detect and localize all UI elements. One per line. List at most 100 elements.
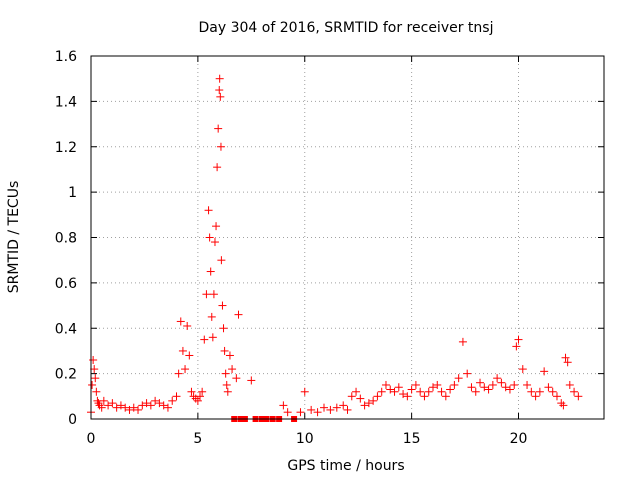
data-point	[386, 385, 395, 394]
chart-title: Day 304 of 2016, SRMTID for receiver tns…	[199, 20, 494, 36]
data-point	[343, 405, 352, 414]
data-point	[183, 321, 192, 330]
data-point	[497, 378, 506, 387]
data-point	[134, 405, 143, 414]
data-point	[458, 337, 467, 346]
data-point	[446, 385, 455, 394]
data-point	[92, 387, 101, 396]
data-point	[454, 374, 463, 383]
data-point	[214, 124, 223, 133]
data-point	[561, 353, 570, 362]
data-point	[463, 369, 472, 378]
data-point	[283, 408, 292, 417]
data-point	[146, 401, 155, 410]
data-point	[512, 342, 521, 351]
data-point	[218, 301, 227, 310]
y-tick-label: 0.4	[55, 321, 77, 337]
data-point	[403, 392, 412, 401]
data-point	[369, 396, 378, 405]
data-point	[574, 392, 583, 401]
data-point	[535, 387, 544, 396]
data-point	[296, 408, 305, 417]
data-point	[219, 324, 228, 333]
data-point	[234, 310, 243, 319]
data-point	[339, 401, 348, 410]
data-point	[441, 392, 450, 401]
data-point	[104, 401, 113, 410]
data-point	[548, 387, 557, 396]
data-point	[151, 396, 160, 405]
data-point	[129, 403, 138, 412]
plot-area-frame	[90, 55, 605, 420]
data-point	[399, 390, 408, 399]
data-point	[228, 365, 237, 374]
data-point	[527, 387, 536, 396]
data-point	[95, 401, 104, 410]
y-axis-label: SRMTID / TECUs	[6, 181, 22, 294]
data-point	[565, 380, 574, 389]
data-point	[373, 392, 382, 401]
x-tick-label: 0	[87, 431, 96, 447]
data-point	[155, 399, 164, 408]
data-point	[205, 233, 214, 242]
x-tick-label: 5	[193, 431, 202, 447]
data-point	[531, 392, 540, 401]
data-point	[108, 399, 117, 408]
data-point	[198, 387, 207, 396]
data-point	[222, 380, 231, 389]
data-point	[407, 385, 416, 394]
data-point	[557, 399, 566, 408]
x-axis-label: GPS time / hours	[287, 458, 404, 474]
data-point	[97, 403, 106, 412]
data-point	[193, 396, 202, 405]
y-tick-label: 0.2	[55, 367, 77, 383]
data-point	[279, 401, 288, 410]
data-point	[552, 392, 561, 401]
data-point	[200, 335, 209, 344]
data-point	[223, 387, 232, 396]
data-point	[544, 383, 553, 392]
data-point	[89, 356, 98, 365]
data-point	[394, 383, 403, 392]
data-point	[514, 335, 523, 344]
y-tick-label: 1.2	[55, 140, 77, 156]
data-point	[215, 86, 224, 95]
data-point	[215, 74, 224, 83]
data-point	[213, 163, 222, 172]
data-point	[208, 333, 217, 342]
data-point	[450, 380, 459, 389]
data-point	[187, 387, 196, 396]
data-point	[326, 405, 335, 414]
data-point	[185, 351, 194, 360]
data-point	[90, 365, 99, 374]
data-point	[471, 387, 480, 396]
data-point	[207, 312, 216, 321]
data-point	[480, 383, 489, 392]
data-point	[563, 358, 572, 367]
data-point	[168, 396, 177, 405]
data-point	[429, 383, 437, 392]
data-point	[476, 378, 485, 387]
data-point	[202, 290, 211, 299]
data-point	[381, 380, 390, 389]
data-point	[159, 401, 168, 410]
data-point	[510, 380, 519, 389]
x-tick-label: 20	[510, 431, 528, 447]
data-point	[493, 374, 502, 383]
data-point	[501, 383, 510, 392]
y-tick-label: 1.4	[55, 94, 77, 110]
data-point	[364, 399, 373, 408]
data-point	[178, 346, 187, 355]
data-point	[540, 367, 549, 376]
data-point	[356, 394, 365, 403]
data-point	[247, 376, 256, 385]
data-point	[163, 403, 172, 412]
data-point	[91, 374, 100, 383]
data-point	[138, 401, 147, 410]
data-point	[212, 222, 221, 231]
data-point	[420, 392, 429, 401]
data-point	[484, 385, 493, 394]
data-point	[99, 396, 108, 405]
y-tick-label: 0.6	[55, 276, 77, 292]
